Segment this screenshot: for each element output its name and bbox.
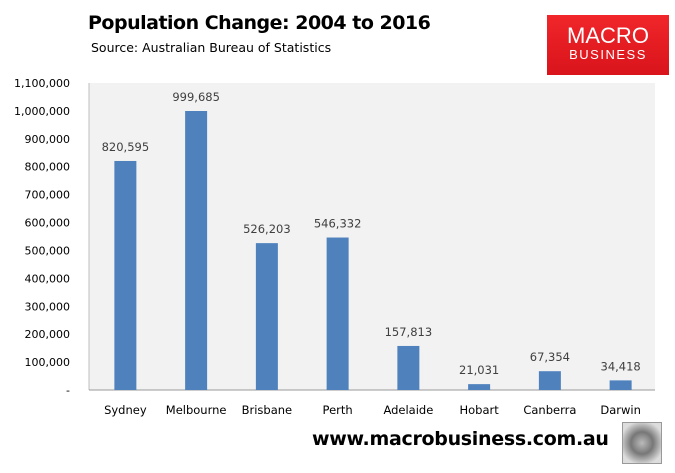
bar-melbourne bbox=[185, 110, 208, 390]
y-tick-label: 200,000 bbox=[25, 328, 71, 341]
x-tick-label: Darwin bbox=[600, 403, 641, 417]
bar-brisbane bbox=[255, 243, 278, 390]
bar-darwin bbox=[609, 380, 632, 390]
data-label: 546,332 bbox=[314, 217, 362, 231]
bar-canberra bbox=[538, 371, 561, 390]
x-tick-label: Melbourne bbox=[166, 403, 227, 417]
bar-perth bbox=[326, 237, 349, 390]
x-tick-label: Canberra bbox=[523, 403, 576, 417]
y-tick-label: 700,000 bbox=[25, 189, 71, 202]
x-tick-label: Brisbane bbox=[242, 403, 293, 417]
y-tick-label: 1,000,000 bbox=[14, 105, 70, 118]
bar-adelaide bbox=[397, 345, 420, 390]
chart-subtitle: Source: Australian Bureau of Statistics bbox=[91, 40, 332, 55]
data-label: 820,595 bbox=[102, 140, 150, 154]
y-tick-label: 900,000 bbox=[25, 133, 71, 146]
logo-line1: MACRO bbox=[567, 23, 649, 48]
data-label: 999,685 bbox=[172, 90, 220, 104]
y-tick-label: 800,000 bbox=[25, 161, 71, 174]
macrobusiness-logo: MACRO BUSINESS bbox=[547, 15, 669, 75]
x-tick-label: Adelaide bbox=[383, 403, 433, 417]
data-label: 157,813 bbox=[385, 325, 433, 339]
data-label: 34,418 bbox=[601, 359, 641, 373]
y-tick-label: 600,000 bbox=[25, 217, 71, 230]
plot-area bbox=[89, 83, 655, 390]
x-tick-label: Sydney bbox=[104, 403, 147, 417]
x-tick-label: Perth bbox=[323, 403, 353, 417]
x-tick-label: Hobart bbox=[459, 403, 499, 417]
y-tick-label: - bbox=[66, 384, 70, 397]
bar-hobart bbox=[468, 384, 491, 390]
data-label: 67,354 bbox=[530, 350, 570, 364]
y-tick-label: 300,000 bbox=[25, 300, 71, 313]
y-tick-label: 100,000 bbox=[25, 356, 71, 369]
wolf-logo-image bbox=[622, 422, 662, 464]
website-url: www.macrobusiness.com.au bbox=[312, 428, 609, 450]
logo-line2: BUSINESS bbox=[569, 47, 647, 62]
data-label: 21,031 bbox=[459, 363, 499, 377]
y-tick-label: 400,000 bbox=[25, 272, 71, 285]
y-tick-label: 500,000 bbox=[25, 244, 71, 257]
chart-title: Population Change: 2004 to 2016 bbox=[88, 12, 431, 34]
y-tick-label: 1,100,000 bbox=[14, 77, 70, 90]
bar-sydney bbox=[114, 160, 137, 390]
data-label: 526,203 bbox=[243, 222, 291, 236]
